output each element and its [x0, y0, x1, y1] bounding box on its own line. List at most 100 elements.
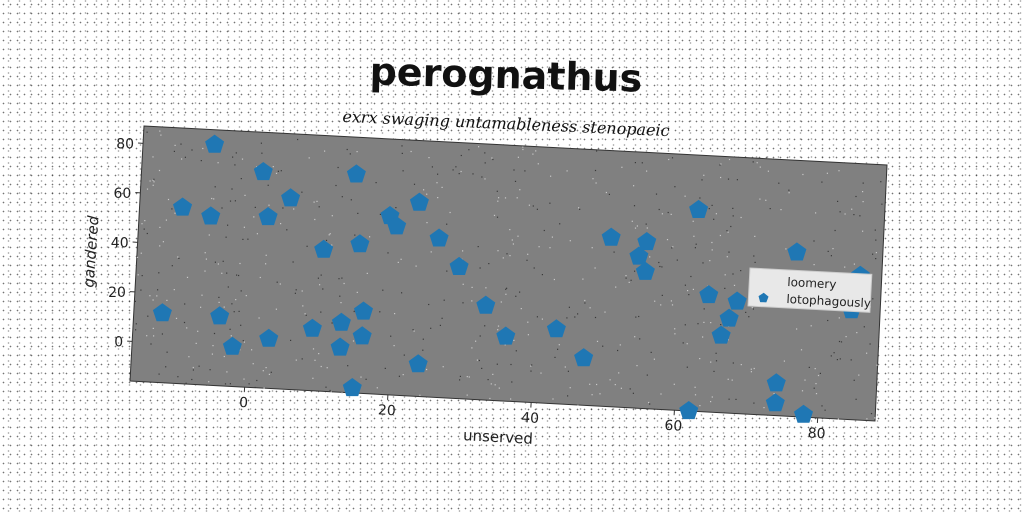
- noise-dot: [430, 251, 432, 253]
- noise-dot: [668, 158, 670, 161]
- noise-dot: [350, 199, 352, 201]
- noise-dot: [720, 176, 722, 179]
- noise-dot: [532, 205, 534, 207]
- noise-dot: [498, 197, 500, 199]
- noise-dot: [591, 394, 593, 396]
- noise-dot: [423, 189, 425, 191]
- noise-dot: [751, 307, 753, 309]
- noise-dot: [493, 214, 496, 216]
- noise-dot: [517, 156, 519, 158]
- noise-dot: [356, 291, 358, 293]
- noise-dot: [230, 335, 232, 337]
- noise-dot: [205, 258, 207, 260]
- noise-dot: [536, 316, 538, 318]
- noise-dot: [258, 317, 260, 319]
- noise-dot: [584, 299, 586, 302]
- noise-dot: [152, 299, 154, 301]
- noise-dot: [192, 369, 194, 371]
- noise-dot: [594, 267, 596, 269]
- noise-dot: [690, 275, 692, 278]
- noise-dot: [213, 198, 215, 200]
- noise-dot: [275, 308, 277, 310]
- noise-dot: [217, 162, 219, 164]
- noise-dot: [150, 343, 152, 345]
- noise-dot: [504, 197, 507, 199]
- noise-dot: [280, 170, 282, 172]
- noise-dot: [686, 366, 688, 368]
- noise-dot: [550, 175, 552, 177]
- noise-dot: [661, 266, 663, 268]
- noise-dot: [490, 383, 492, 385]
- noise-dot: [213, 332, 216, 335]
- noise-dot: [326, 367, 328, 369]
- noise-dot: [186, 276, 189, 278]
- noise-dot: [478, 359, 480, 362]
- noise-dot: [821, 181, 823, 183]
- noise-dot: [633, 185, 635, 187]
- noise-dot: [197, 330, 199, 332]
- noise-dot: [292, 261, 294, 263]
- noise-dot: [241, 158, 244, 160]
- noise-dot: [801, 390, 804, 392]
- scatter-point: [727, 291, 747, 310]
- noise-dot: [636, 225, 638, 227]
- noise-dot: [870, 413, 873, 415]
- noise-dot: [384, 367, 386, 369]
- noise-dot: [492, 373, 494, 375]
- noise-dot: [410, 150, 412, 153]
- noise-dot: [496, 363, 498, 365]
- noise-dot: [564, 366, 566, 368]
- noise-dot: [703, 174, 705, 176]
- noise-dot: [306, 245, 308, 247]
- noise-dot: [146, 335, 148, 337]
- scatter-point: [258, 207, 278, 226]
- noise-dot: [780, 209, 782, 211]
- noise-dot: [331, 322, 333, 324]
- scatter-point: [222, 336, 242, 355]
- noise-dot: [827, 319, 829, 322]
- noise-dot: [638, 315, 640, 318]
- noise-dot: [226, 272, 228, 274]
- noise-dot: [446, 223, 448, 225]
- scatter-point: [281, 188, 301, 207]
- noise-dot: [557, 348, 559, 350]
- noise-dot: [748, 316, 750, 318]
- noise-dot: [140, 289, 142, 291]
- noise-dot: [687, 290, 689, 292]
- noise-dot: [596, 150, 598, 152]
- noise-dot: [492, 158, 494, 161]
- scatter-point: [354, 301, 373, 320]
- noise-dot: [763, 407, 765, 409]
- noise-dot: [459, 375, 461, 377]
- noise-dot: [412, 329, 414, 331]
- noise-dot: [635, 316, 637, 318]
- noise-dot: [312, 348, 315, 350]
- noise-dot: [844, 213, 846, 215]
- legend-label-loomery: loomery: [787, 275, 837, 292]
- noise-dot: [277, 170, 279, 172]
- noise-dot: [815, 383, 817, 385]
- noise-dot: [153, 181, 155, 183]
- noise-dot: [533, 267, 535, 269]
- noise-dot: [684, 284, 686, 286]
- noise-dot: [628, 281, 630, 283]
- noise-dot: [845, 336, 847, 338]
- noise-dot: [422, 349, 424, 351]
- noise-dot: [710, 322, 712, 324]
- noise-dot: [815, 393, 818, 395]
- noise-dot: [702, 336, 704, 338]
- noise-dot: [549, 202, 551, 204]
- noise-dot: [272, 166, 274, 168]
- noise-dot: [318, 353, 320, 355]
- noise-dot: [455, 166, 457, 168]
- scatter-point: [601, 227, 621, 246]
- noise-dot: [694, 247, 696, 249]
- noise-dot: [634, 336, 636, 338]
- noise-dot: [614, 384, 616, 386]
- noise-dot: [200, 160, 202, 162]
- scatter-point: [201, 206, 221, 225]
- noise-dot: [144, 220, 146, 222]
- noise-dot: [185, 382, 187, 384]
- scatter-point: [766, 373, 786, 392]
- noise-dot: [320, 311, 322, 313]
